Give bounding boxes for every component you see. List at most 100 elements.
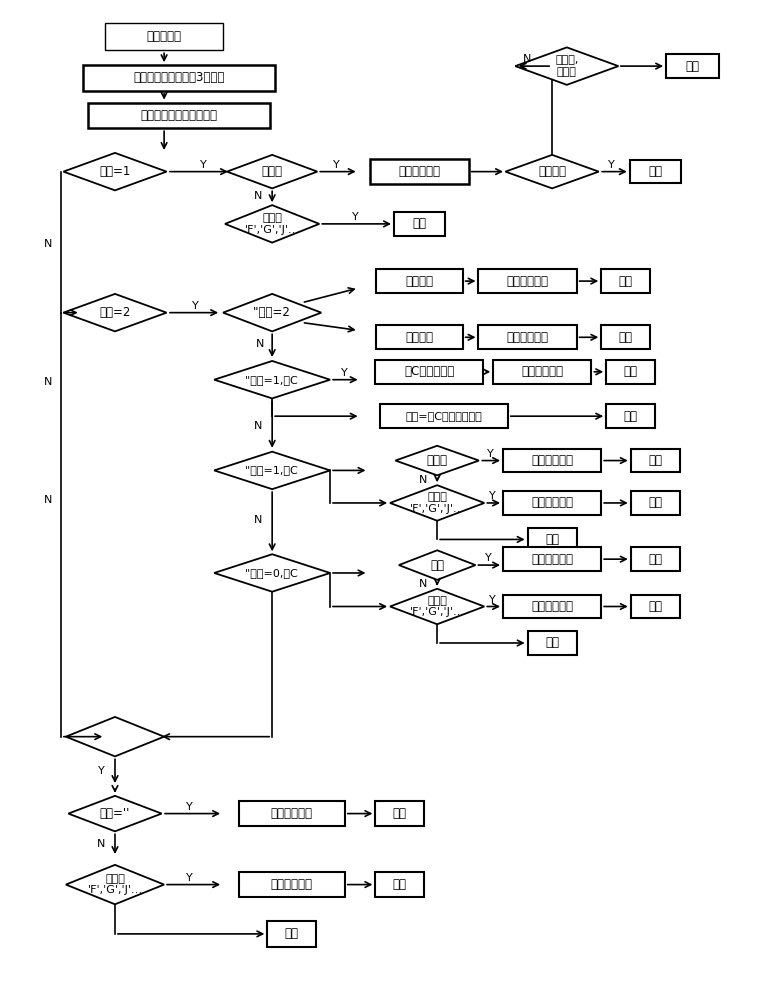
Text: 判断科学计数: 判断科学计数 [507, 331, 549, 344]
Text: 字母为
'F','G','J'…: 字母为 'F','G','J'… [88, 874, 143, 895]
Text: 判断科学计数: 判断科学计数 [271, 807, 312, 820]
Text: Y: Y [487, 449, 493, 459]
Polygon shape [399, 550, 475, 580]
Text: Y: Y [485, 553, 492, 563]
FancyBboxPatch shape [606, 404, 655, 428]
Text: Y: Y [186, 873, 193, 883]
Text: 判断科学计数: 判断科学计数 [531, 600, 573, 613]
Text: 精度: 精度 [545, 636, 559, 649]
Text: 电压: 电压 [393, 878, 407, 891]
Text: ''个数=2: ''个数=2 [253, 306, 291, 319]
Polygon shape [395, 446, 479, 475]
Polygon shape [506, 155, 599, 188]
Text: Y: Y [186, 802, 193, 812]
Text: 容值: 容值 [624, 365, 637, 378]
Text: 容值: 容值 [648, 553, 662, 566]
Text: 精度=非C对应的精度值: 精度=非C对应的精度值 [406, 411, 482, 421]
Text: 字母为
'F','G','J'…: 字母为 'F','G','J'… [410, 492, 465, 514]
FancyBboxPatch shape [630, 449, 680, 472]
FancyBboxPatch shape [105, 23, 223, 50]
FancyBboxPatch shape [370, 159, 468, 184]
Text: 电压: 电压 [686, 60, 699, 73]
Polygon shape [63, 153, 167, 190]
FancyBboxPatch shape [666, 54, 719, 78]
Text: 判断科学计数: 判断科学计数 [531, 553, 573, 566]
FancyBboxPatch shape [239, 801, 345, 826]
FancyBboxPatch shape [528, 631, 576, 655]
FancyBboxPatch shape [528, 528, 576, 551]
Text: 容值: 容值 [648, 165, 662, 178]
FancyBboxPatch shape [630, 491, 680, 515]
Text: ''个数=0,无C: ''个数=0,无C [245, 568, 299, 578]
Text: 判断科学计数: 判断科学计数 [531, 454, 573, 467]
FancyBboxPatch shape [394, 212, 445, 236]
Text: 提取字符串中长度为3的整数: 提取字符串中长度为3的整数 [133, 71, 225, 84]
FancyBboxPatch shape [375, 872, 424, 897]
Polygon shape [227, 155, 317, 188]
FancyBboxPatch shape [267, 921, 316, 947]
Text: 字母为
'F','G','J'…: 字母为 'F','G','J'… [244, 213, 300, 235]
Text: 精度: 精度 [624, 410, 637, 423]
FancyBboxPatch shape [601, 325, 651, 349]
FancyBboxPatch shape [493, 360, 591, 384]
FancyBboxPatch shape [630, 160, 680, 183]
Polygon shape [215, 361, 330, 398]
FancyBboxPatch shape [503, 547, 601, 571]
Text: 精度: 精度 [413, 217, 427, 230]
Text: N: N [254, 515, 262, 525]
Text: 电压: 电压 [648, 600, 662, 613]
Polygon shape [66, 865, 164, 904]
Text: 判断科学计数: 判断科学计数 [271, 878, 312, 891]
Polygon shape [515, 47, 619, 85]
Text: 个数=1: 个数=1 [99, 165, 131, 178]
Polygon shape [225, 205, 319, 243]
Text: Y: Y [98, 766, 105, 776]
FancyBboxPatch shape [83, 65, 275, 91]
FancyBboxPatch shape [503, 491, 601, 515]
Text: N: N [254, 191, 262, 201]
FancyBboxPatch shape [478, 269, 576, 293]
Text: 电压: 电压 [619, 331, 633, 344]
Text: N: N [523, 54, 532, 64]
Text: 容值: 容值 [648, 454, 662, 467]
Polygon shape [390, 485, 485, 521]
Text: 提取整数后面的相邻字母: 提取整数后面的相邻字母 [140, 109, 218, 122]
Text: 容值: 容值 [393, 807, 407, 820]
Text: 判断科学计数: 判断科学计数 [531, 496, 573, 509]
Text: 判断科学计数: 判断科学计数 [507, 275, 549, 288]
Text: 第一个数: 第一个数 [406, 275, 434, 288]
Polygon shape [390, 589, 485, 624]
Text: N: N [256, 339, 265, 349]
Text: 无字母: 无字母 [427, 454, 448, 467]
FancyBboxPatch shape [630, 547, 680, 571]
Text: Y: Y [489, 491, 496, 501]
Text: 第二个数: 第二个数 [406, 331, 434, 344]
Text: 电压: 电压 [648, 496, 662, 509]
Text: 非C对应的数值: 非C对应的数值 [404, 365, 454, 378]
Text: 若无容值: 若无容值 [538, 165, 566, 178]
Text: N: N [97, 839, 106, 849]
Text: Y: Y [333, 160, 339, 170]
Polygon shape [215, 452, 330, 489]
Text: N: N [419, 579, 428, 589]
Text: N: N [44, 495, 52, 505]
Text: 其他: 其他 [430, 559, 444, 572]
FancyBboxPatch shape [601, 269, 651, 293]
Text: Y: Y [200, 160, 207, 170]
Text: 个数=2: 个数=2 [99, 306, 131, 319]
Text: Y: Y [192, 301, 199, 311]
Text: 容值: 容值 [619, 275, 633, 288]
FancyBboxPatch shape [375, 801, 424, 826]
Text: 判断科学计数: 判断科学计数 [521, 365, 563, 378]
FancyBboxPatch shape [88, 103, 269, 128]
FancyBboxPatch shape [381, 404, 508, 428]
Text: 字母='': 字母='' [99, 807, 130, 820]
Text: N: N [254, 421, 262, 431]
FancyBboxPatch shape [377, 269, 463, 293]
Polygon shape [215, 554, 330, 592]
Text: 有容值,
无电压: 有容值, 无电压 [555, 55, 579, 77]
Text: N: N [419, 475, 428, 485]
FancyBboxPatch shape [478, 325, 576, 349]
FancyBboxPatch shape [606, 360, 655, 384]
Text: Y: Y [352, 212, 359, 222]
